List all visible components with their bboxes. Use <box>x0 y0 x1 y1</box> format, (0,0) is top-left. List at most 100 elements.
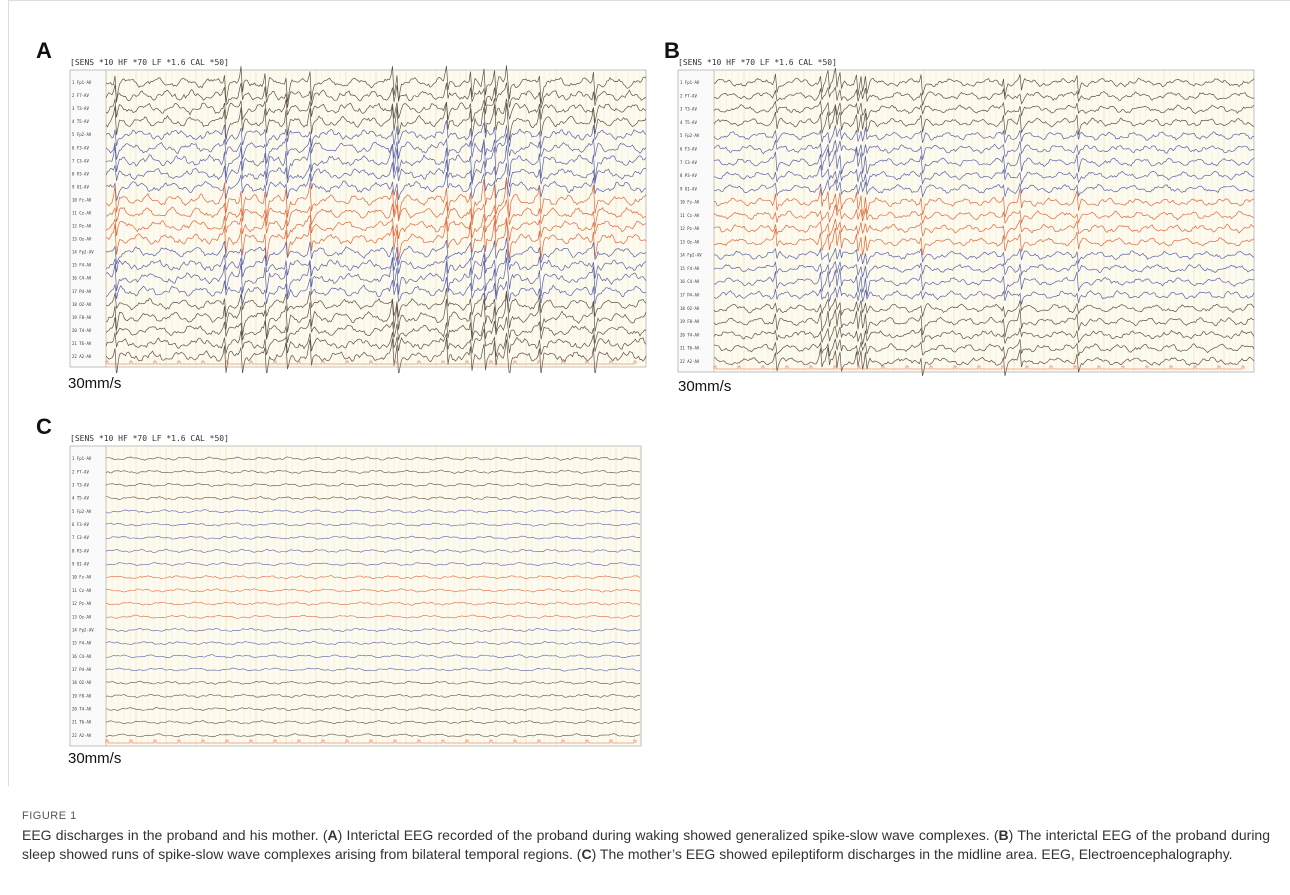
channel-label: 7 C3-AV <box>72 158 89 163</box>
channel-label: 6 F3-AV <box>680 147 697 152</box>
channel-label: 11 Cz-AV <box>72 588 92 593</box>
channel-label: 14 Fp2-AV <box>680 253 702 258</box>
eeg-trace <box>105 139 647 183</box>
eeg-trace <box>713 227 1255 256</box>
channel-label: 5 Fp2-AV <box>72 509 92 514</box>
eeg-trace <box>105 220 647 262</box>
panel-label: B <box>664 38 680 63</box>
panel-label: A <box>36 38 52 63</box>
caption-ref: A <box>327 827 338 843</box>
channel-label: 10 Fz-AV <box>72 575 92 580</box>
eeg-header: [SENS *10 HF *70 LF *1.6 CAL *50] <box>70 434 229 443</box>
eeg-trace <box>713 298 1255 319</box>
eeg-trace <box>713 325 1255 345</box>
channel-label: 13 Oz-AV <box>680 239 700 244</box>
channel-label: 16 C4-AV <box>72 654 92 659</box>
eeg-trace <box>713 259 1255 279</box>
eeg-trace <box>713 125 1255 144</box>
channel-label: 16 C4-AV <box>72 276 92 281</box>
channel-label: 18 O2-AV <box>680 306 700 311</box>
speed-label: 30mm/s <box>68 750 122 767</box>
channel-label: 14 Fp2-AV <box>72 627 94 632</box>
eeg-trace <box>105 614 641 619</box>
channel-label: 18 O2-AV <box>72 302 92 307</box>
channel-label: 8 P3-AV <box>72 548 89 553</box>
eeg-trace <box>105 257 647 297</box>
speed-label: 30mm/s <box>678 378 732 395</box>
eeg-trace <box>105 548 641 553</box>
channel-label: 15 F4-AV <box>72 641 92 646</box>
eeg-trace <box>713 99 1255 121</box>
channel-label: 2 F7-AV <box>680 93 697 98</box>
channel-label: 10 Fz-AV <box>680 200 700 205</box>
eeg-trace <box>105 288 647 318</box>
channel-label: 16 C4-AV <box>680 279 700 284</box>
eeg-panel: [SENS *10 HF *70 LF *1.6 CAL *50] 1 Fp1-A… <box>69 58 647 373</box>
channel-label: 15 F4-AV <box>680 266 700 271</box>
eeg-trace <box>105 82 647 109</box>
channel-label: 13 Oz-AV <box>72 237 92 242</box>
label-col <box>69 69 107 368</box>
eeg-trace <box>105 101 647 141</box>
channel-label: 1 Fp1-AV <box>680 80 700 85</box>
channel-label: 10 Fz-AV <box>72 197 92 202</box>
channel-label: 20 T4-AV <box>680 332 700 337</box>
eeg-trace <box>105 733 641 738</box>
channel-label: 15 F4-AV <box>72 263 92 268</box>
eeg-trace <box>105 482 641 487</box>
eeg-trace <box>105 469 641 474</box>
marker-trace <box>713 365 1245 370</box>
eeg-trace <box>713 140 1255 160</box>
channel-label: 6 F3-AV <box>72 145 89 150</box>
eeg-trace <box>105 178 647 220</box>
eeg-trace <box>105 667 641 672</box>
eeg-trace <box>713 286 1255 305</box>
channel-label: 19 F8-AV <box>72 315 92 320</box>
eeg-trace <box>713 204 1255 225</box>
caption-text: EEG discharges in the proband and his mo… <box>22 827 328 843</box>
eeg-trace <box>105 693 641 698</box>
eeg-trace <box>713 106 1254 135</box>
channel-label: 19 F8-AV <box>680 319 700 324</box>
channel-label: 13 Oz-AV <box>72 614 92 619</box>
eeg-trace <box>105 588 641 593</box>
channel-label: 21 T6-AV <box>680 346 700 351</box>
channel-label: 22 A2-AV <box>680 359 700 364</box>
channel-label: 18 O2-AV <box>72 680 92 685</box>
eeg-trace <box>106 495 641 501</box>
eeg-trace <box>105 316 647 344</box>
channel-label: 6 F3-AV <box>72 522 89 527</box>
eeg-trace <box>105 120 647 149</box>
caption: EEG discharges in the proband and his mo… <box>22 826 1270 864</box>
channel-label: 17 P4-AV <box>72 667 92 672</box>
caption-ref: C <box>581 846 592 862</box>
channel-label: 12 Pz-AV <box>72 601 92 606</box>
channel-label: 21 T6-AV <box>72 720 92 725</box>
channel-label: 5 Fp2-AV <box>680 133 700 138</box>
channel-label: 22 A2-AV <box>72 354 92 359</box>
eeg-trace <box>105 237 647 267</box>
caption-ref: B <box>998 827 1009 843</box>
eeg-trace <box>105 171 646 201</box>
channel-label: 22 A2-AV <box>72 733 92 738</box>
channel-label: 4 T5-AV <box>72 119 89 124</box>
eeg-trace <box>105 248 647 279</box>
channel-label: 9 O1-AV <box>680 186 697 191</box>
eeg-trace <box>713 218 1255 241</box>
eeg-header: [SENS *10 HF *70 LF *1.6 CAL *50] <box>70 58 229 67</box>
eeg-trace <box>105 65 647 105</box>
eeg-trace <box>713 247 1255 266</box>
eeg-panel: [SENS *10 HF *70 LF *1.6 CAL *50] 1 Fp1-A… <box>677 58 1255 377</box>
eeg-trace <box>105 337 647 373</box>
label-col <box>69 445 107 747</box>
eeg-trace <box>105 654 641 659</box>
eeg-trace <box>105 706 641 712</box>
channel-label: 20 T4-AV <box>72 707 92 712</box>
eeg-trace <box>713 268 1255 297</box>
eeg-trace <box>713 188 1255 218</box>
eeg-header: [SENS *10 HF *70 LF *1.6 CAL *50] <box>678 58 837 67</box>
eeg-trace <box>713 308 1255 338</box>
channel-label: 7 C3-AV <box>72 535 89 540</box>
eeg-trace <box>105 328 647 358</box>
